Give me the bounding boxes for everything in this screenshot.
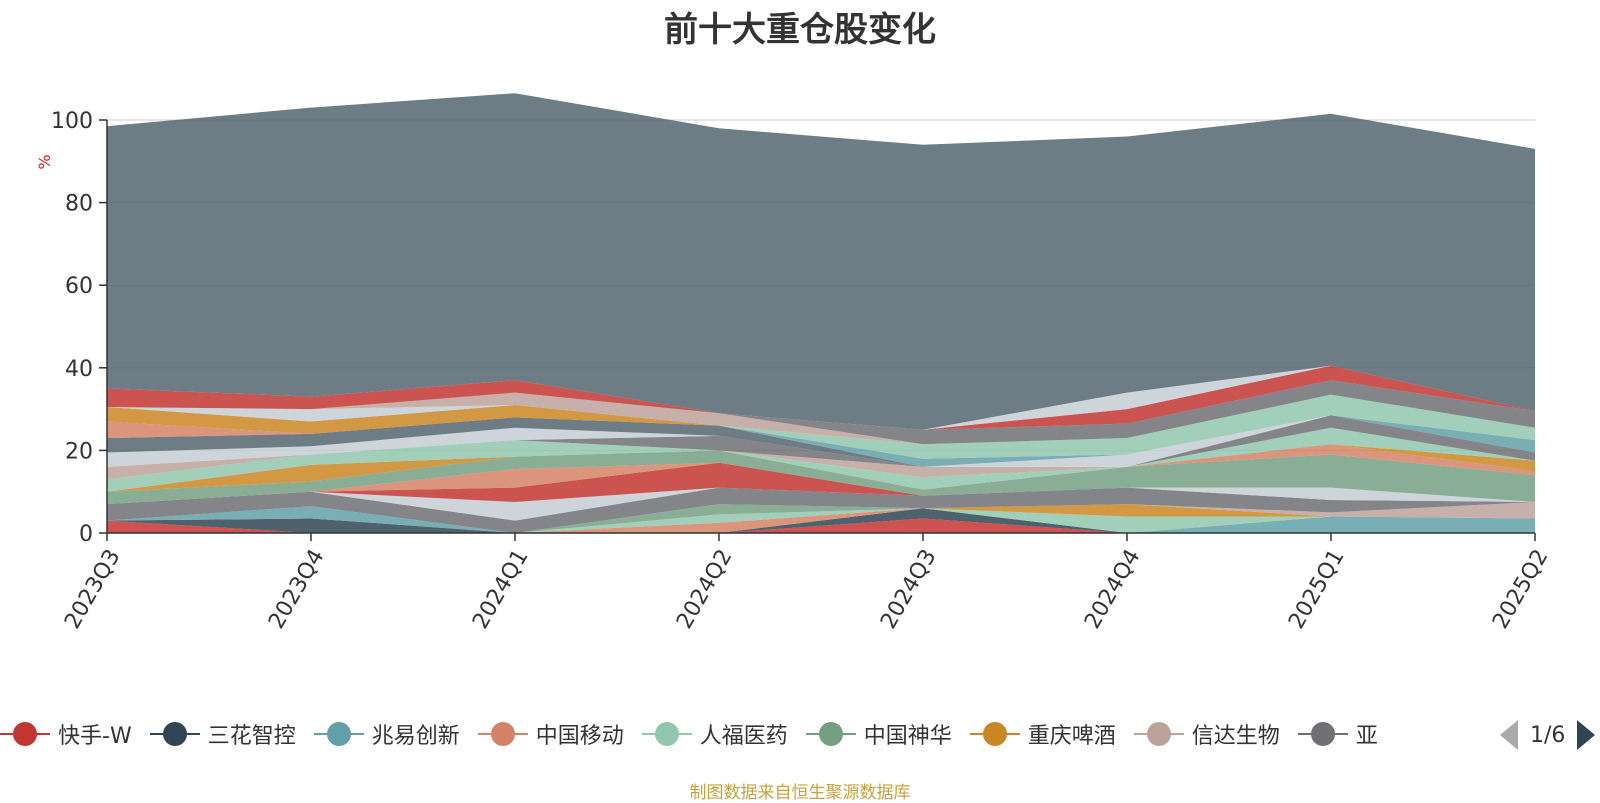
legend-label: 人福医药 (699, 724, 788, 749)
legend-item[interactable]: 亚 (1297, 714, 1378, 754)
area-series-6 (107, 504, 1535, 533)
legend-label: 兆易创新 (371, 724, 460, 749)
legend-item[interactable]: 快手-W (0, 714, 132, 754)
area-series-25 (107, 394, 1535, 445)
y-tick-label: 40 (65, 357, 93, 382)
legend-label: 中国神华 (863, 724, 952, 749)
legend-marker-icon (805, 722, 856, 746)
x-tick-label: 2023Q3 (60, 545, 125, 633)
x-tick-label: 2024Q4 (1080, 545, 1145, 633)
x-tick-label: 2024Q2 (672, 545, 737, 633)
y-tick-label: 0 (79, 522, 93, 547)
legend-item[interactable]: 三花智控 (149, 714, 296, 754)
x-tick-label: 2024Q1 (468, 545, 533, 633)
legend-next-page-button[interactable] (1577, 720, 1596, 750)
legend-item[interactable]: 中国移动 (477, 714, 624, 754)
area-series-5 (107, 504, 1535, 533)
area-series-19 (107, 415, 1535, 467)
legend-item[interactable]: 重庆啤酒 (969, 714, 1116, 754)
legend-item[interactable]: 人福医药 (641, 714, 788, 754)
x-tick-label: 2023Q4 (264, 545, 329, 633)
legend-item[interactable]: 中国神华 (805, 714, 952, 754)
chart-title: 前十大重仓股变化 (664, 10, 936, 50)
legend-marker-icon (1133, 722, 1184, 746)
area-series-20 (107, 415, 1535, 467)
area-series-28 (107, 365, 1535, 430)
legend-label: 亚 (1355, 724, 1378, 749)
area-series-26 (107, 392, 1535, 445)
legend-page-indicator: 1/6 (1530, 722, 1566, 748)
x-tick-label: 2025Q2 (1488, 545, 1553, 633)
legend-marker-icon (313, 722, 364, 746)
legend-marker-icon (641, 722, 692, 746)
legend: 快手-W 三花智控 兆易创新 中国移动 人福医药 中国神华 重庆啤酒 信达生物 亚 (0, 714, 1490, 754)
x-tick-label: 2025Q1 (1284, 545, 1349, 633)
stacked-area-layer (107, 93, 1535, 533)
legend-marker-icon (969, 722, 1020, 746)
x-tick-label: 2024Q3 (876, 545, 941, 633)
legend-marker-icon (477, 722, 528, 746)
area-series-13 (107, 450, 1535, 505)
legend-label: 三花智控 (207, 724, 296, 749)
legend-marker-icon (1297, 722, 1348, 746)
area-series-3 (107, 506, 1535, 533)
area-series-22 (107, 394, 1535, 459)
legend-label: 重庆啤酒 (1027, 724, 1116, 749)
area-series-10 (107, 487, 1535, 521)
area-series-11 (107, 462, 1535, 505)
area-series-12 (107, 462, 1535, 505)
y-tick-label: 80 (65, 192, 93, 217)
legend-item[interactable]: 信达生物 (1133, 714, 1280, 754)
y-axis-unit: % (35, 154, 54, 169)
source-note: 制图数据来自恒生聚源数据库 (689, 783, 911, 803)
area-series-16 (107, 427, 1535, 492)
legend-label: 信达生物 (1191, 724, 1280, 749)
y-tick-label: 100 (51, 109, 93, 134)
y-tick-label: 20 (65, 439, 93, 464)
area-series-15 (107, 444, 1535, 492)
legend-marker-icon (0, 722, 50, 746)
legend-pager: 1/6 (1500, 718, 1596, 752)
area-series-24 (107, 394, 1535, 445)
area-series-30 (107, 93, 1535, 430)
legend-prev-page-button[interactable] (1500, 720, 1518, 750)
area-series-8 (107, 487, 1535, 533)
area-series-18 (107, 415, 1535, 467)
legend-label: 中国移动 (535, 724, 624, 749)
legend-marker-icon (149, 722, 200, 746)
area-series-4 (107, 506, 1535, 533)
legend-item[interactable]: 兆易创新 (313, 714, 460, 754)
legend-label: 快手-W (58, 724, 132, 749)
y-tick-label: 60 (65, 274, 93, 299)
area-series-2 (107, 506, 1535, 533)
